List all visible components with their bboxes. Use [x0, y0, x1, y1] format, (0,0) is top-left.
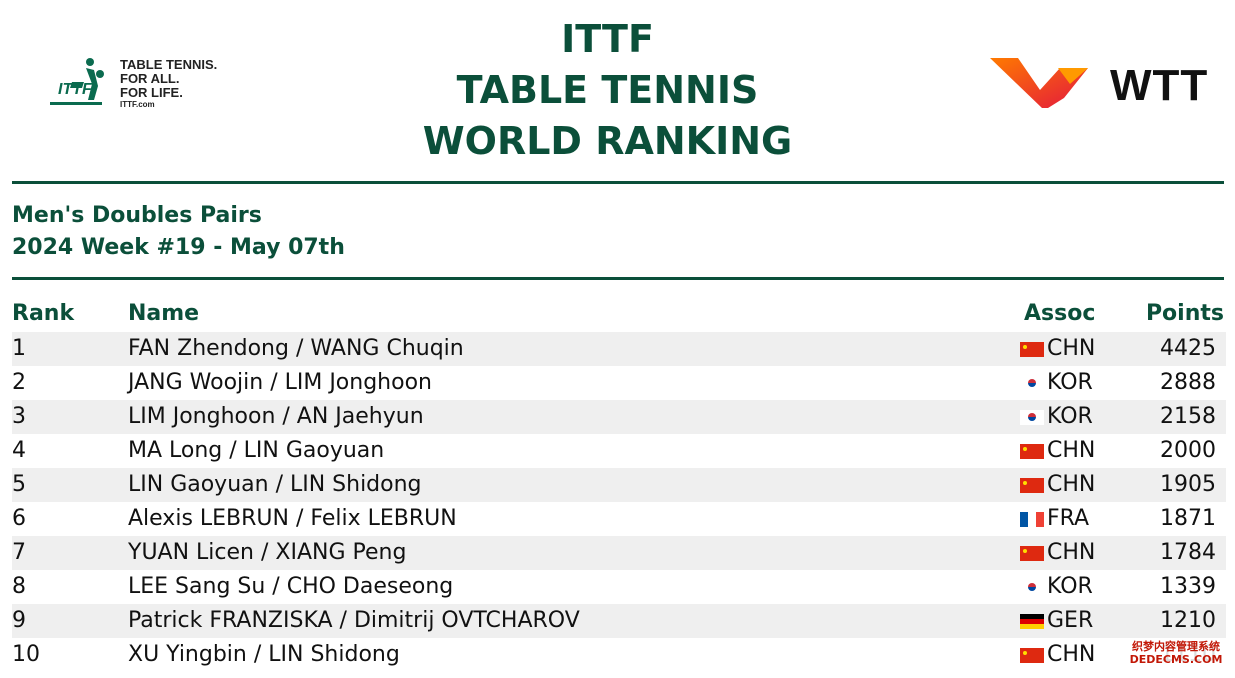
rank-cell: 1 [12, 336, 26, 361]
event-name: Men's Doubles Pairs [12, 203, 262, 228]
rank-cell: 2 [12, 370, 26, 395]
table-row: 7 YUAN Licen / XIANG Peng CHN 1784 [12, 536, 1226, 570]
assoc-cell: CHN [1047, 472, 1096, 497]
header-rank: Rank [12, 301, 75, 326]
name-cell: XU Yingbin / LIN Shidong [128, 642, 400, 667]
ranking-table: 1 FAN Zhendong / WANG Chuqin CHN 4425 2 … [12, 332, 1226, 672]
rank-cell: 8 [12, 574, 26, 599]
table-row: 1 FAN Zhendong / WANG Chuqin CHN 4425 [12, 332, 1226, 366]
germany-flag-icon [1020, 614, 1044, 629]
points-cell: 2888 [1160, 370, 1216, 395]
table-row: 3 LIM Jonghoon / AN Jaehyun KOR 2158 [12, 400, 1226, 434]
korea-flag-icon [1020, 376, 1044, 391]
name-cell: LEE Sang Su / CHO Daeseong [128, 574, 454, 599]
points-cell: 1210 [1160, 608, 1216, 633]
divider-middle [12, 277, 1224, 280]
korea-flag-icon [1020, 410, 1044, 425]
table-row: 5 LIN Gaoyuan / LIN Shidong CHN 1905 [12, 468, 1226, 502]
name-cell: LIN Gaoyuan / LIN Shidong [128, 472, 422, 497]
france-flag-icon [1020, 512, 1044, 527]
rank-cell: 6 [12, 506, 26, 531]
table-row: 10 XU Yingbin / LIN Shidong CHN 1110 [12, 638, 1226, 672]
table-row: 9 Patrick FRANZISKA / Dimitrij OVTCHAROV… [12, 604, 1226, 638]
name-cell: FAN Zhendong / WANG Chuqin [128, 336, 464, 361]
assoc-cell: GER [1047, 608, 1094, 633]
china-flag-icon [1020, 444, 1044, 459]
name-cell: Patrick FRANZISKA / Dimitrij OVTCHAROV [128, 608, 580, 633]
assoc-cell: FRA [1047, 506, 1090, 531]
points-cell: 1905 [1160, 472, 1216, 497]
page-title: ITTF TABLE TENNIS WORLD RANKING [380, 14, 835, 167]
rank-cell: 3 [12, 404, 26, 429]
assoc-cell: CHN [1047, 642, 1096, 667]
ittf-logo: ITTF TABLE TENNIS. FOR ALL. FOR LIFE. IT… [48, 52, 248, 112]
assoc-cell: KOR [1047, 370, 1093, 395]
points-cell: 1339 [1160, 574, 1216, 599]
wtt-logo: WTT [988, 54, 1220, 114]
table-row: 8 LEE Sang Su / CHO Daeseong KOR 1339 [12, 570, 1226, 604]
ranking-subtitle: Men's Doubles Pairs 2024 Week #19 - May … [12, 200, 345, 264]
header-points: Points [1145, 301, 1224, 326]
wtt-wordmark: WTT [1110, 61, 1209, 110]
china-flag-icon [1020, 546, 1044, 561]
ittf-player-logo-icon: ITTF [50, 58, 104, 105]
rank-cell: 4 [12, 438, 26, 463]
china-flag-icon [1020, 478, 1044, 493]
table-row: 4 MA Long / LIN Gaoyuan CHN 2000 [12, 434, 1226, 468]
name-cell: YUAN Licen / XIANG Peng [128, 540, 407, 565]
points-cell: 2158 [1160, 404, 1216, 429]
rank-cell: 5 [12, 472, 26, 497]
assoc-cell: KOR [1047, 574, 1093, 599]
points-cell: 2000 [1160, 438, 1216, 463]
title-line-3: WORLD RANKING [422, 119, 793, 163]
ittf-tagline: TABLE TENNIS. FOR ALL. FOR LIFE. ITTF.co… [120, 57, 218, 110]
rank-cell: 10 [12, 642, 40, 667]
table-row: 2 JANG Woojin / LIM Jonghoon KOR 2888 [12, 366, 1226, 400]
header-assoc: Assoc [1024, 301, 1096, 326]
name-cell: LIM Jonghoon / AN Jaehyun [128, 404, 424, 429]
points-cell: 4425 [1160, 336, 1216, 361]
points-cell: 1871 [1160, 506, 1216, 531]
china-flag-icon [1020, 342, 1044, 357]
name-cell: Alexis LEBRUN / Felix LEBRUN [128, 506, 457, 531]
name-cell: MA Long / LIN Gaoyuan [128, 438, 385, 463]
rank-cell: 7 [12, 540, 26, 565]
ittf-url: ITTF.com [120, 100, 155, 109]
week-label: 2024 Week #19 - May 07th [12, 235, 345, 260]
title-line-1: ITTF [561, 17, 654, 61]
svg-text:ITTF: ITTF [58, 81, 93, 98]
assoc-cell: CHN [1047, 336, 1096, 361]
assoc-cell: KOR [1047, 404, 1093, 429]
table-header: Rank Name Assoc Points [12, 297, 1226, 331]
assoc-cell: CHN [1047, 438, 1096, 463]
title-line-2: TABLE TENNIS [456, 68, 759, 112]
korea-flag-icon [1020, 580, 1044, 595]
divider-top [12, 181, 1224, 184]
points-cell: 1784 [1160, 540, 1216, 565]
watermark: 织梦内容管理系统 DEDECMS.COM [1124, 640, 1228, 666]
name-cell: JANG Woojin / LIM Jonghoon [128, 370, 432, 395]
header-name: Name [128, 301, 200, 326]
rank-cell: 9 [12, 608, 26, 633]
wtt-chevron-icon [990, 58, 1088, 108]
table-row: 6 Alexis LEBRUN / Felix LEBRUN FRA 1871 [12, 502, 1226, 536]
assoc-cell: CHN [1047, 540, 1096, 565]
china-flag-icon [1020, 648, 1044, 663]
